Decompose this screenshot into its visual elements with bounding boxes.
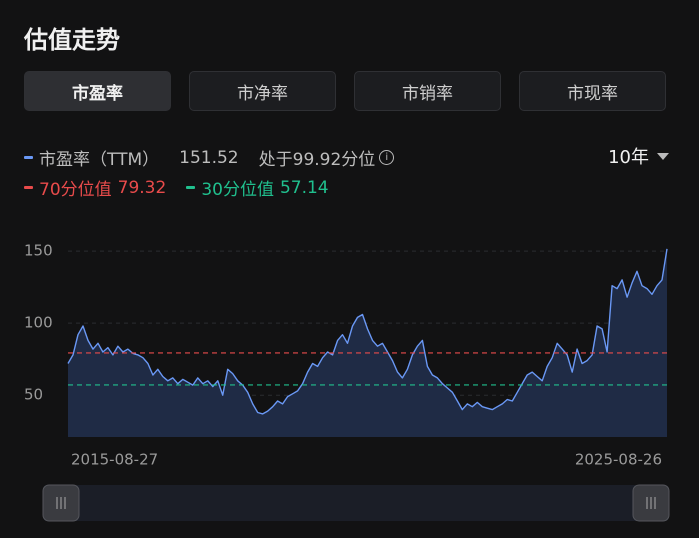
legend-refs: 70分位值 79.32 30分位值 57.14 — [24, 175, 329, 200]
period-label[interactable]: 10年 — [608, 147, 649, 168]
legend-swatch — [24, 156, 33, 159]
period-select[interactable]: 10年 — [608, 143, 669, 169]
ref-value: 57.14 — [279, 177, 329, 198]
legend-swatch — [186, 186, 196, 189]
info-icon[interactable]: i — [379, 150, 395, 165]
y-tick-label: 150 — [24, 242, 53, 260]
x-tick-label: 2015-08-27 — [71, 451, 158, 469]
x-tick-label: 2025-08-26 — [575, 451, 662, 469]
line — [67, 248, 668, 415]
tab[interactable]: 市净率 — [189, 71, 336, 111]
latest-value: 151.52 — [179, 147, 239, 168]
tab-bar: 市盈率 市净率 市销率 市现率 — [24, 71, 666, 111]
tab[interactable]: 市现率 — [519, 71, 666, 111]
ref-name: 70分位值 — [39, 180, 112, 200]
tab[interactable]: 市盈率 — [24, 71, 171, 111]
y-tick-label: 100 — [24, 314, 53, 332]
legend-main: 市盈率（TTM） 151.52 处于99.92分位 i — [24, 145, 395, 170]
legend-label: 市盈率（TTM） — [39, 150, 160, 170]
legend-swatch — [24, 186, 33, 189]
title: 估值走势 — [24, 26, 120, 54]
ref-value: 79.32 — [117, 177, 167, 198]
percentile-text: 处于99.92分位 — [258, 150, 376, 170]
navigator[interactable] — [43, 485, 669, 521]
y-tick-label: 50 — [24, 386, 43, 404]
area — [68, 248, 667, 437]
ref-name: 30分位值 — [201, 180, 274, 200]
tab[interactable]: 市销率 — [354, 71, 501, 111]
